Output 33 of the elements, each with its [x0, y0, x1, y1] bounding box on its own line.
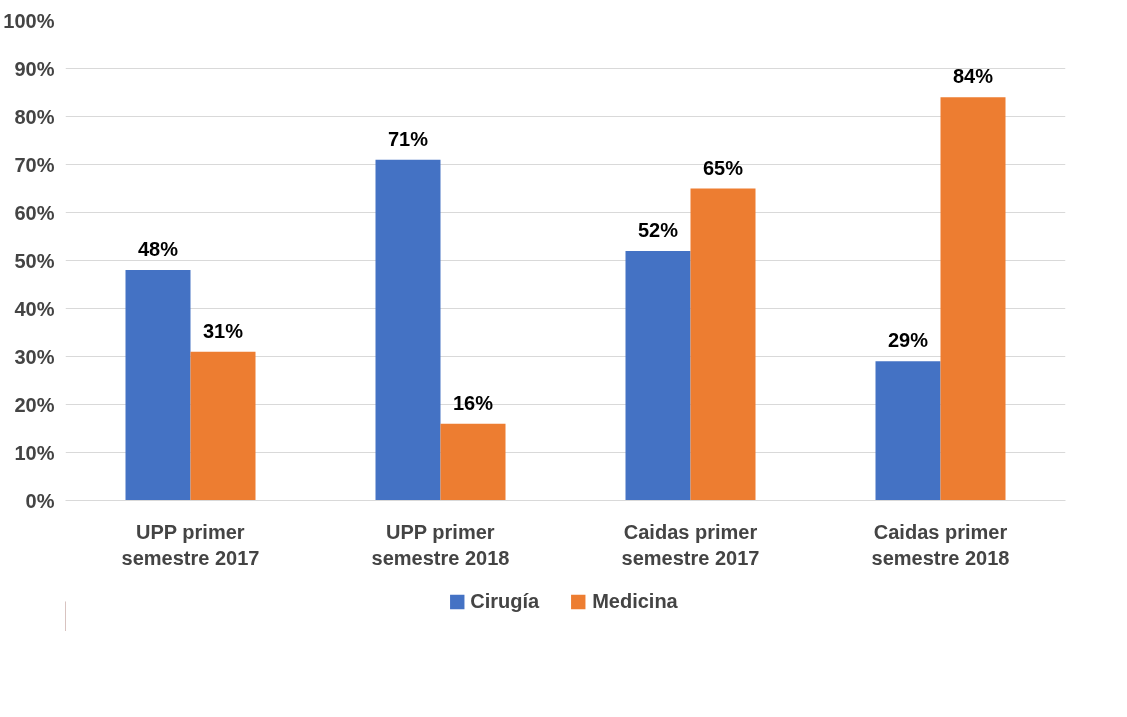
- y-tick-label: 70%: [14, 153, 55, 176]
- data-label: 48%: [137, 238, 179, 261]
- data-label: 52%: [637, 218, 679, 241]
- bar: [375, 159, 441, 501]
- legend-label: Cirugía: [470, 589, 540, 613]
- data-label: 16%: [452, 391, 494, 414]
- data-label: 71%: [387, 127, 429, 150]
- y-tick-label: 40%: [14, 297, 55, 320]
- y-tick-label: 100%: [3, 9, 55, 32]
- data-label: 31%: [202, 319, 244, 342]
- y-tick-label: 60%: [14, 201, 55, 224]
- data-label: 84%: [952, 65, 994, 88]
- y-tick-label: 80%: [14, 105, 55, 128]
- x-tick-label: UPP primer semestre 2017: [121, 520, 260, 569]
- y-tick-label: 90%: [14, 57, 55, 80]
- y-tick-label: 0%: [25, 489, 55, 512]
- bar: [190, 351, 256, 501]
- x-tick-label: UPP primer semestre 2018: [371, 520, 510, 569]
- bar: [625, 250, 691, 501]
- y-tick-label: 20%: [14, 393, 55, 416]
- y-tick-label: 10%: [14, 441, 55, 464]
- legend-label: Medicina: [592, 589, 678, 613]
- y-tick-label: 50%: [14, 249, 55, 272]
- bar: [940, 97, 1006, 501]
- data-label: 29%: [887, 329, 929, 352]
- bar: [125, 270, 191, 501]
- bar: [690, 188, 756, 501]
- bar: [440, 423, 506, 501]
- x-tick-label: Caidas primer semestre 2017: [621, 520, 760, 569]
- x-tick-label: Caidas primer semestre 2018: [871, 520, 1010, 569]
- bar: [875, 361, 941, 501]
- y-tick-label: 30%: [14, 345, 55, 368]
- data-label: 65%: [702, 156, 744, 179]
